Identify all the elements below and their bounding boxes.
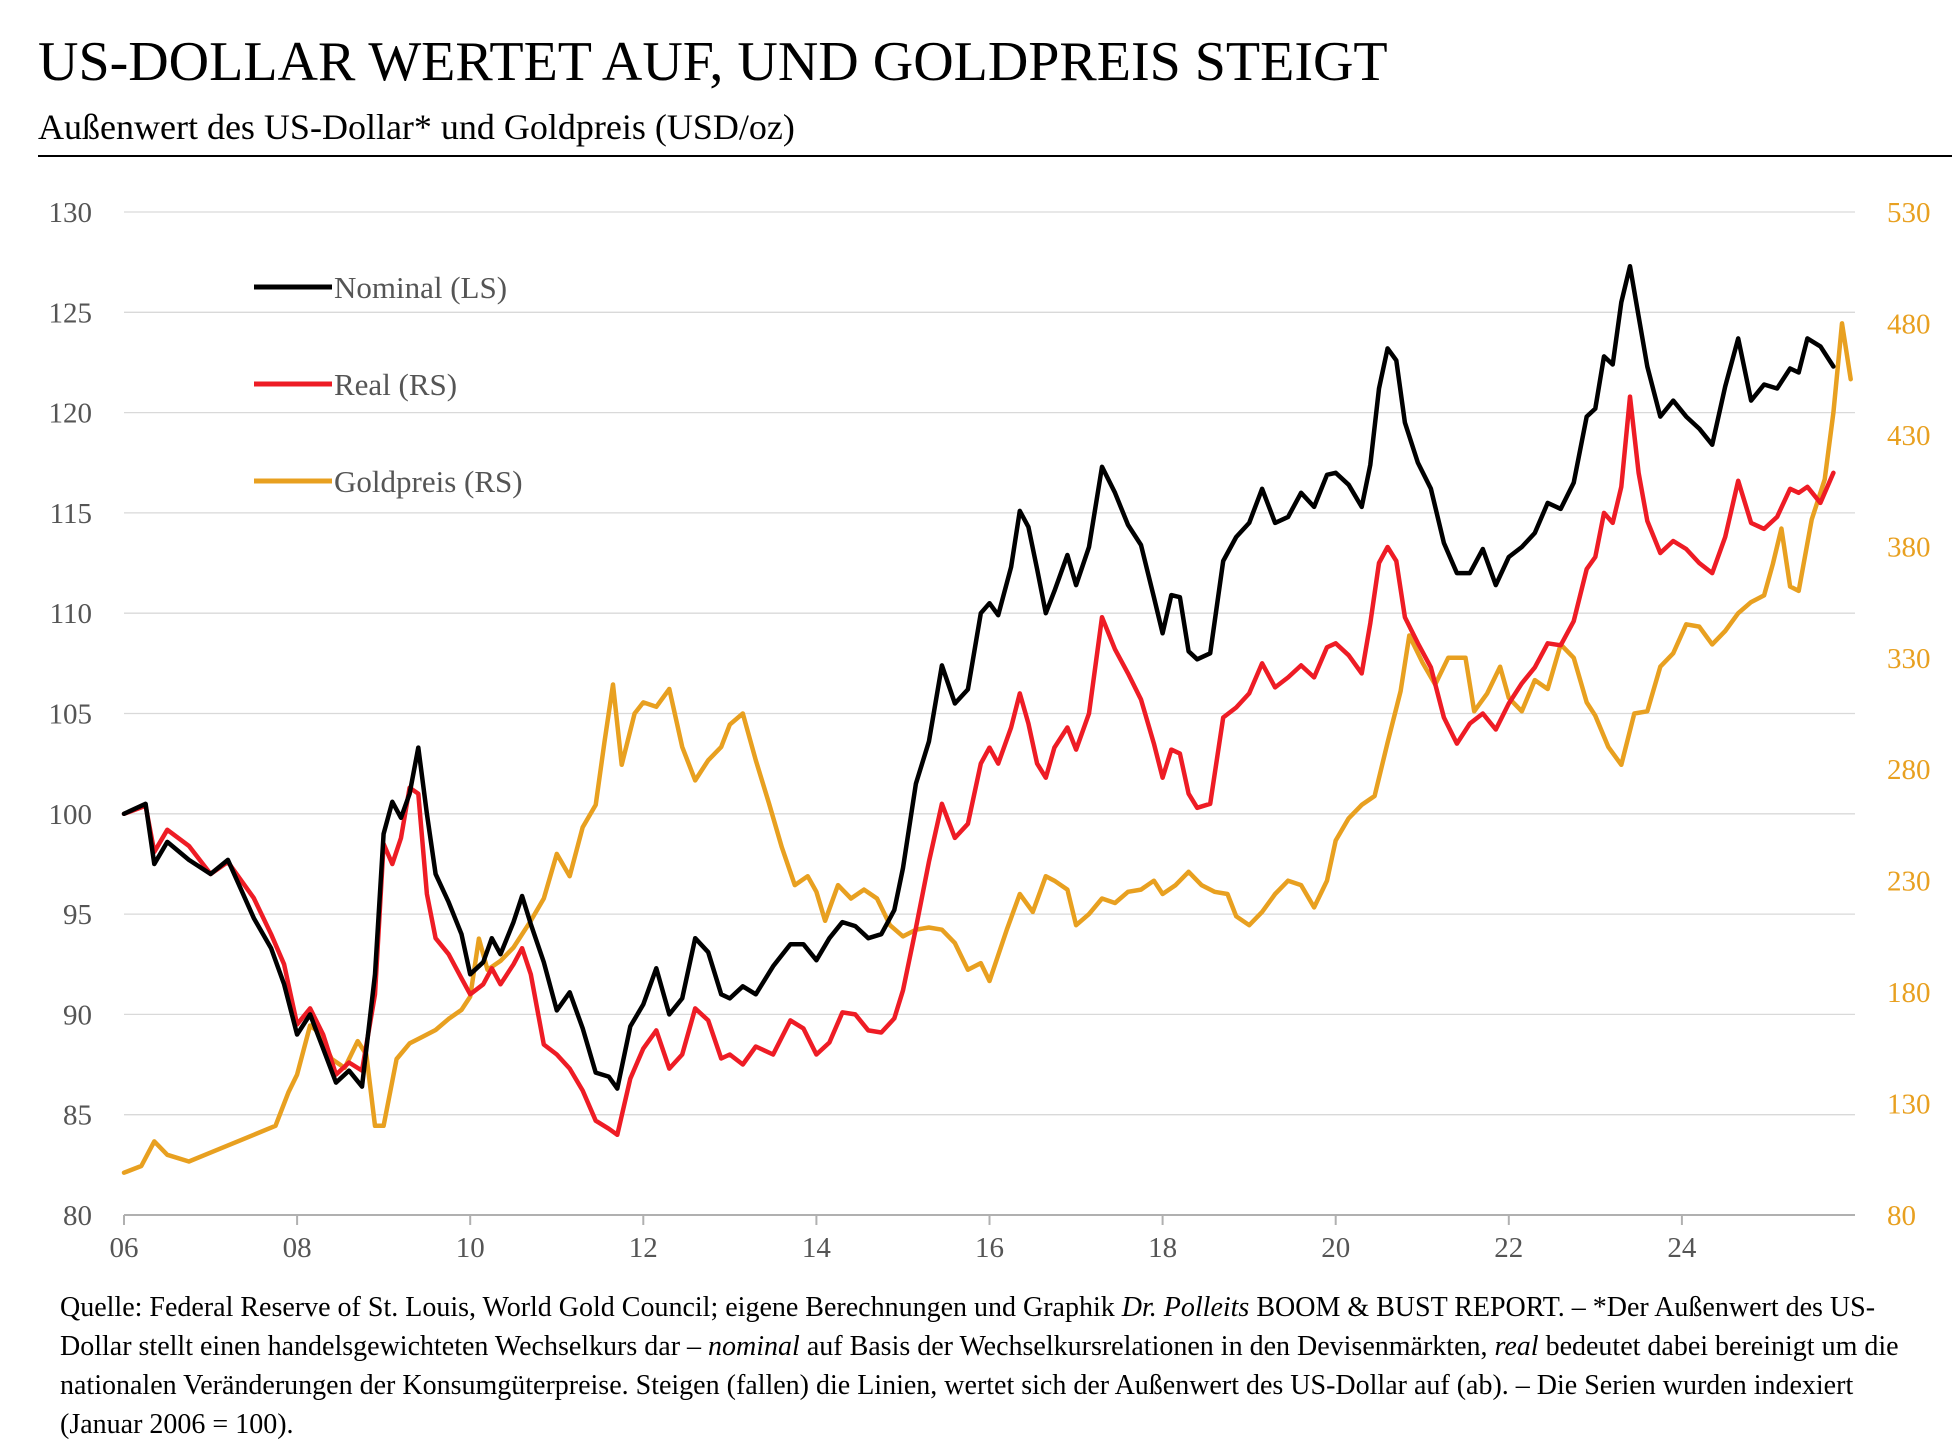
right-tick-label: 280 [1887, 754, 1931, 786]
right-tick-label: 530 [1887, 197, 1931, 229]
x-tick-label: 06 [110, 1232, 139, 1264]
left-tick-label: 120 [49, 398, 93, 430]
left-tick-label: 130 [49, 197, 93, 229]
source-text-italic: real [1494, 1331, 1539, 1362]
source-note: Quelle: Federal Reserve of St. Louis, Wo… [60, 1288, 1940, 1444]
source-text: BOOM & BUST REPORT. – *Der Außenwert des… [60, 1292, 1876, 1362]
left-tick-label: 85 [63, 1100, 92, 1132]
x-tick-label: 14 [802, 1232, 832, 1264]
series-lines [121, 263, 1853, 1175]
x-tick-label: 12 [629, 1232, 658, 1264]
series-line-nominal [121, 263, 1836, 1091]
left-tick-label: 110 [50, 598, 92, 630]
x-axis: 06 08 10 12 14 16 18 20 22 24 [110, 1215, 1697, 1264]
x-tick-label: 08 [283, 1232, 312, 1264]
right-tick-label: 380 [1887, 531, 1931, 563]
right-tick-label: 80 [1887, 1200, 1916, 1232]
legend-label: Real (RS) [334, 367, 457, 402]
gridlines [124, 211, 1855, 1116]
x-tick-label: 24 [1667, 1232, 1697, 1264]
right-y-axis: 530 480 430 380 330 280 230 180 130 80 [1887, 197, 1931, 1232]
chart-title: US-DOLLAR WERTET AUF, UND GOLDPREIS STEI… [38, 31, 1388, 93]
x-tick-label: 10 [456, 1232, 485, 1264]
title-divider [38, 155, 1952, 157]
legend: Nominal (LS) Real (RS) Goldpreis (RS) [254, 270, 523, 499]
source-text-italic: Dr. Polleits [1121, 1292, 1250, 1323]
left-tick-label: 90 [63, 999, 92, 1031]
source-text: Quelle: Federal Reserve of St. Louis, Wo… [60, 1292, 1122, 1323]
x-tick-label: 22 [1494, 1232, 1523, 1264]
right-tick-label: 230 [1887, 866, 1931, 898]
left-tick-label: 80 [63, 1200, 92, 1232]
left-tick-label: 95 [63, 899, 92, 931]
x-tick-label: 16 [975, 1232, 1004, 1264]
left-tick-label: 105 [49, 699, 93, 731]
x-tick-label: 20 [1321, 1232, 1350, 1264]
right-tick-label: 330 [1887, 643, 1931, 675]
source-text: auf Basis der Wechselkursrelationen in d… [799, 1331, 1495, 1362]
left-y-axis: 130 125 120 115 110 105 100 95 90 85 80 [49, 197, 93, 1232]
left-tick-label: 100 [49, 799, 93, 831]
legend-label: Goldpreis (RS) [334, 464, 523, 499]
source-text: bedeutet dabei bereinigt um die national… [60, 1331, 1899, 1440]
x-tick-label: 18 [1148, 1232, 1177, 1264]
chart-canvas: 130 125 120 115 110 105 100 95 90 85 80 530 480 430 3… [49, 197, 1931, 1264]
left-tick-label: 115 [50, 498, 92, 530]
right-tick-label: 430 [1887, 420, 1931, 452]
series-line-real [121, 394, 1836, 1138]
right-tick-label: 130 [1887, 1089, 1931, 1121]
right-tick-label: 180 [1887, 977, 1931, 1009]
left-tick-label: 125 [49, 297, 93, 329]
legend-label: Nominal (LS) [334, 270, 507, 305]
source-text-italic: nominal [708, 1331, 800, 1362]
right-tick-label: 480 [1887, 308, 1931, 340]
series-line-gold [121, 321, 1853, 1175]
chart-subtitle: Außenwert des US-Dollar* und Goldpreis (… [38, 107, 795, 147]
